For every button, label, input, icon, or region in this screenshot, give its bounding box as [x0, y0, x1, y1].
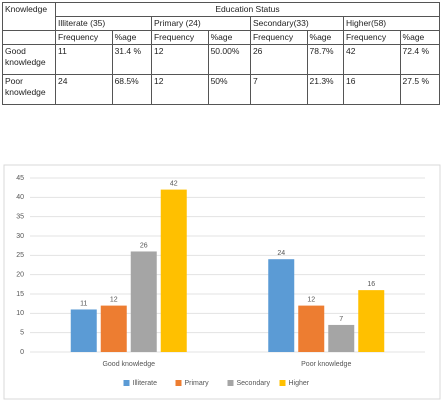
bar — [130, 251, 157, 352]
value-label: 42 — [170, 180, 178, 187]
cell: 78.7% — [306, 44, 344, 75]
data-table: Knowledge Education Status Illiterate (35… — [2, 2, 441, 105]
legend-swatch — [279, 380, 286, 386]
y-tick-label: 35 — [16, 214, 24, 221]
cell: 11 — [55, 44, 113, 75]
value-label: 11 — [80, 300, 87, 307]
cell: 27.5 % — [399, 74, 441, 105]
y-tick-label: 10 — [16, 310, 24, 317]
bar — [328, 324, 355, 352]
cell: 24 — [55, 74, 113, 105]
legend-swatch — [175, 380, 182, 386]
value-label: 12 — [110, 296, 118, 303]
y-tick-label: 25 — [16, 252, 24, 259]
cell: 50% — [207, 74, 251, 105]
cell: 21.3% — [306, 74, 344, 105]
bar — [268, 259, 295, 352]
bar — [358, 290, 385, 352]
value-label: 7 — [339, 316, 343, 323]
cell: 72.4 % — [399, 44, 441, 75]
cell: 42 — [342, 44, 401, 75]
cell: 68.5% — [111, 74, 152, 105]
value-label: 26 — [140, 242, 148, 249]
cell: 26 — [249, 44, 308, 75]
legend-swatch — [123, 380, 130, 386]
bar — [100, 305, 127, 352]
cell: Good knowledge — [2, 44, 56, 75]
legend-swatch — [227, 380, 234, 386]
x-tick-label: Poor knowledge — [301, 361, 351, 368]
cell: Poor knowledge — [2, 74, 56, 105]
header-cell: Knowledge — [2, 2, 56, 31]
y-tick-label: 20 — [16, 272, 24, 279]
y-tick-label: 5 — [20, 330, 24, 337]
cell: 31.4 % — [111, 44, 152, 75]
chart-frame — [3, 164, 441, 400]
value-label: 16 — [367, 281, 375, 288]
cell: 7 — [249, 74, 308, 105]
y-tick-label: 30 — [16, 233, 24, 240]
legend-label: Secondary — [237, 380, 271, 387]
cell: 50.00% — [207, 44, 251, 75]
legend-label: Primary — [185, 380, 210, 387]
bar — [70, 309, 97, 352]
y-tick-label: 45 — [16, 175, 24, 182]
y-tick-label: 0 — [20, 349, 24, 356]
bar — [160, 189, 187, 352]
bar — [298, 305, 325, 352]
value-label: 24 — [277, 250, 285, 257]
y-tick-label: 40 — [16, 194, 24, 201]
x-tick-label: Good knowledge — [102, 361, 155, 368]
legend-label: Illiterate — [133, 380, 158, 387]
value-label: 12 — [307, 296, 315, 303]
legend-label: Higher — [289, 380, 310, 387]
y-tick-label: 15 — [16, 291, 24, 298]
